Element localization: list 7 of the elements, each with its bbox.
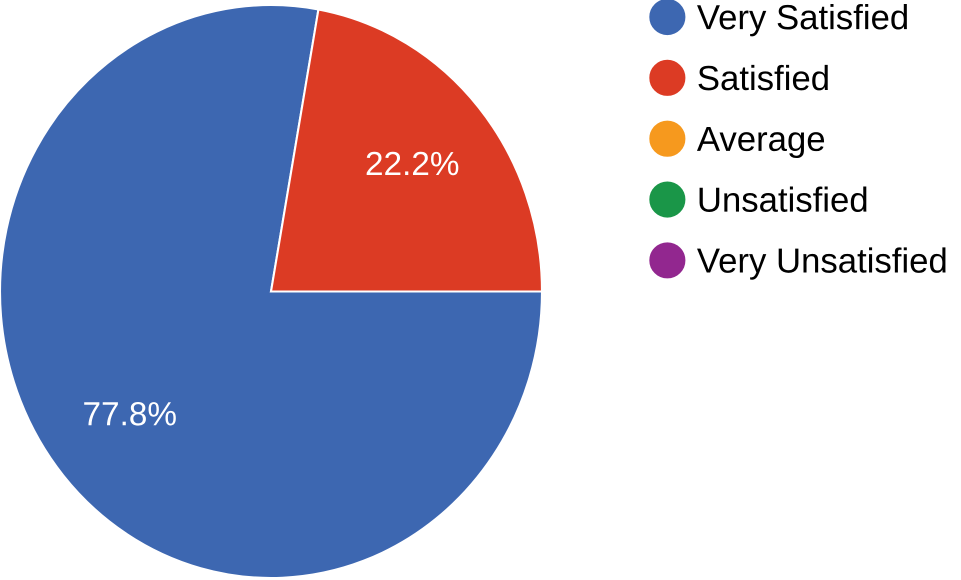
legend-label: Satisfied <box>698 64 828 90</box>
data-label: 22.2% <box>366 152 458 176</box>
legend-label: Unsatisfied <box>700 186 866 212</box>
legend-label: Very Unsatisfied <box>697 247 946 280</box>
legend-label: Very Satisfied <box>697 4 907 36</box>
data-label: 77.8% <box>84 402 176 426</box>
legend-label: Average <box>696 126 824 158</box>
